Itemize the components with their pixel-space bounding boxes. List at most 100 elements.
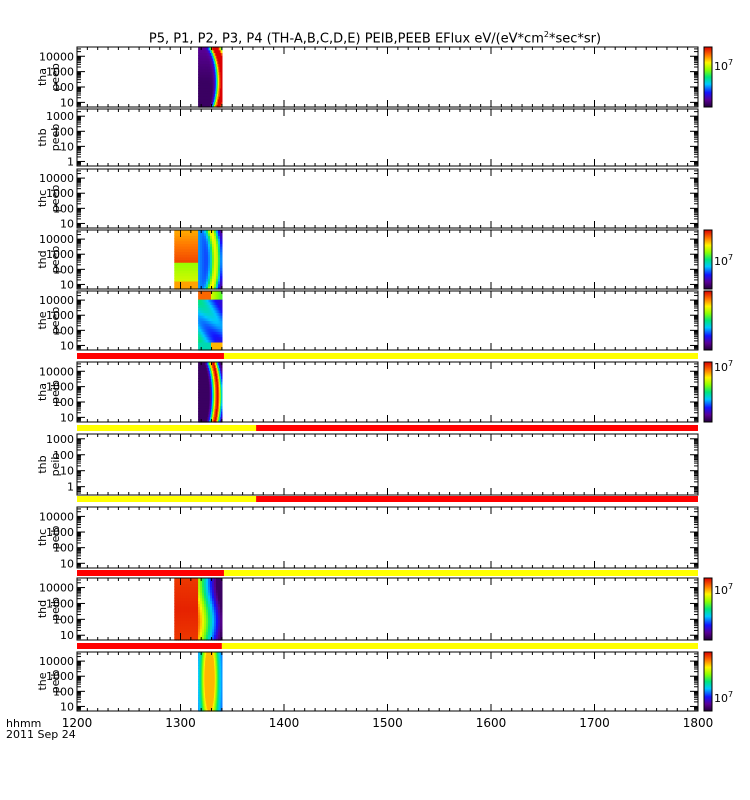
spectrogram-cell [217, 248, 221, 253]
spectrogram-cell [211, 74, 214, 78]
y-tick-label: 10 [60, 278, 74, 291]
spectrogram-cell [213, 323, 216, 327]
spectrogram-cell [219, 389, 222, 393]
spectrogram-cell [218, 670, 221, 675]
spectrogram-cell [220, 405, 223, 409]
spectrogram-cell [210, 52, 212, 56]
spectrogram-cell [202, 278, 205, 282]
spectrogram-cell [211, 304, 214, 308]
spectrogram-cell [194, 262, 197, 266]
spectrogram-cell [220, 702, 223, 707]
spectrogram-cell [217, 270, 221, 274]
spectrogram-cell [208, 386, 210, 390]
spectrogram-cell [218, 320, 221, 324]
spectrogram-cell [207, 293, 209, 297]
spectrogram-cell [210, 660, 212, 664]
spectrogram-cell [219, 678, 222, 683]
spectrogram-cell [202, 47, 204, 51]
spectrogram-cell [206, 344, 208, 348]
spectrogram-cell [203, 71, 205, 75]
spectrogram-cell [204, 603, 207, 607]
spectrogram-cell [217, 299, 220, 303]
spectrogram-cell [210, 325, 212, 330]
spectrogram-cell [182, 256, 185, 261]
spectrogram-cell [174, 589, 177, 593]
spectrogram-cell [200, 93, 202, 97]
spectrogram-cell [220, 689, 223, 693]
spectrogram-cell [176, 617, 179, 621]
spectrogram-cell [194, 275, 197, 279]
spectrogram-cell [219, 606, 223, 610]
spectrogram-cell [212, 416, 215, 420]
spectrogram-cell [210, 323, 212, 327]
spectrogram-cell [218, 700, 221, 704]
spectrogram-cell [210, 60, 212, 64]
spectrogram-cell [207, 296, 209, 300]
spectrogram-cell [209, 307, 211, 311]
spectrogram-cell [213, 614, 217, 619]
spectrogram-cell [218, 85, 221, 89]
spectrogram-cell [206, 101, 208, 105]
spectrogram-cell [201, 676, 203, 680]
spectrogram-cell [211, 256, 215, 261]
spectrogram-cell [202, 270, 205, 274]
spectrogram-cell [215, 283, 219, 287]
spectrogram-cell [202, 262, 205, 266]
spectrogram-cell [213, 304, 216, 308]
spectrogram-cell [209, 291, 211, 295]
spectrogram-cell [213, 307, 216, 311]
spectrogram-cell [210, 580, 213, 585]
spectrogram-cell [213, 705, 216, 709]
spectrogram-cell [216, 668, 219, 672]
spectrogram-cell [204, 673, 206, 677]
spectrogram-cell [201, 678, 203, 683]
spectrogram-cell [199, 367, 201, 371]
spectrogram-cell [202, 301, 204, 306]
spectrogram-cell [220, 307, 223, 311]
spectrogram-cell [219, 609, 223, 613]
spectrogram-cell [216, 57, 219, 62]
panel-frame [76, 229, 699, 290]
spectrogram-cell [182, 264, 185, 269]
spectrogram-cell [201, 689, 203, 693]
spectrogram-cell [198, 623, 201, 627]
spectrogram-cell [211, 246, 215, 250]
spectrogram-cell [202, 312, 204, 316]
spectrogram-cell [182, 617, 185, 621]
spectrogram-cell [217, 657, 220, 661]
spectrogram-cell [202, 347, 204, 351]
spectrogram-cell [205, 60, 207, 64]
spectrogram-cell [209, 320, 211, 324]
spectrogram-cell [182, 238, 185, 242]
spectrogram-cell [211, 697, 214, 701]
spectrogram-cell [206, 405, 208, 409]
spectrogram-cell [204, 262, 207, 266]
spectrogram-cell [217, 251, 221, 255]
spectrogram-cell [203, 309, 205, 314]
spectrogram-cell [219, 614, 223, 619]
spectrogram-cell [198, 662, 200, 667]
spectrogram-cell [216, 74, 219, 78]
spectrogram-cell [203, 68, 205, 73]
spectrogram-cell [200, 262, 203, 266]
spectrogram-cell [218, 60, 221, 64]
spectrogram-cell [210, 684, 212, 688]
spectrogram-cell [198, 63, 200, 67]
spectrogram-cell [216, 79, 219, 84]
spectrogram-cell [186, 283, 189, 287]
spectrogram-cell [204, 232, 207, 236]
spectrogram-cell [205, 383, 207, 388]
spectrogram-cell [202, 583, 205, 588]
spectrogram-cell [204, 362, 206, 366]
spectrogram-cell [186, 272, 189, 277]
spectrogram-cell [203, 85, 205, 89]
spectrogram-cell [182, 283, 185, 287]
spectrogram-cell [211, 101, 214, 105]
spectrogram-cell [203, 702, 205, 707]
spectrogram-cell [213, 592, 217, 596]
spectrogram-cell [219, 394, 222, 399]
spectrogram-cell [208, 254, 211, 258]
spectrogram-cell [200, 668, 202, 672]
